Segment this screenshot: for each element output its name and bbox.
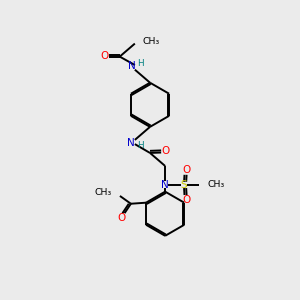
Text: H: H [137,141,143,150]
Text: N: N [161,180,169,190]
Text: N: N [127,138,135,148]
Text: N: N [128,61,136,71]
Text: S: S [181,180,188,190]
Text: O: O [101,51,109,61]
Text: O: O [182,165,190,175]
Text: CH₃: CH₃ [208,180,225,189]
Text: CH₃: CH₃ [95,188,112,197]
Text: H: H [137,59,144,68]
Text: O: O [118,213,126,223]
Text: O: O [182,195,190,205]
Text: O: O [161,146,170,157]
Text: CH₃: CH₃ [142,37,160,46]
